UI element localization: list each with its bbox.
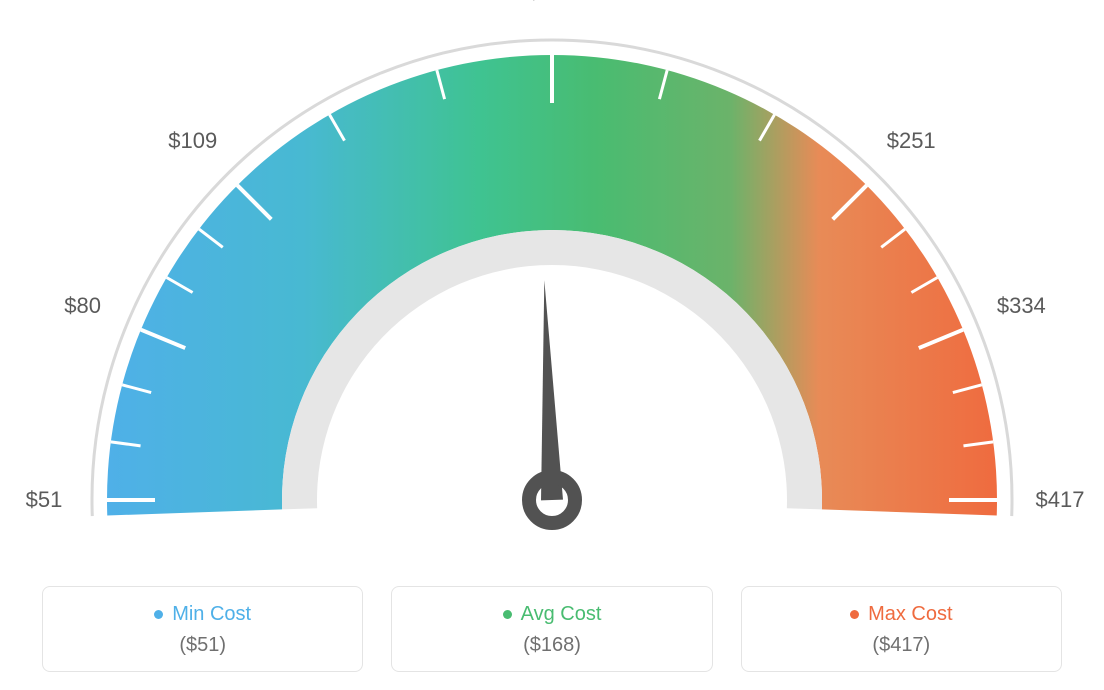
legend-card: Min Cost ($51) <box>42 586 363 672</box>
legend-dot-icon <box>154 610 163 619</box>
gauge-tick-label: $251 <box>887 128 936 154</box>
legend-value: ($51) <box>43 634 362 657</box>
gauge-svg <box>0 0 1104 560</box>
legend-dot-icon <box>503 610 512 619</box>
legend-title-text: Max Cost <box>868 603 952 626</box>
legend-title: Avg Cost <box>503 603 602 626</box>
legend-title-text: Avg Cost <box>521 603 602 626</box>
legend-title-text: Min Cost <box>172 603 251 626</box>
cost-gauge: $51 $80 $109 $168 $251 $334 $417 <box>0 0 1104 560</box>
gauge-tick-label: $109 <box>168 128 217 154</box>
legend-card: Max Cost ($417) <box>741 586 1062 672</box>
legend-value: ($417) <box>742 634 1061 657</box>
gauge-tick-label: $417 <box>1036 487 1085 513</box>
gauge-needle <box>541 280 563 500</box>
gauge-tick-label: $168 <box>528 0 577 5</box>
gauge-tick-label: $51 <box>26 487 63 513</box>
gauge-tick-label: $80 <box>64 293 101 319</box>
legend-title: Min Cost <box>154 603 251 626</box>
legend-row: Min Cost ($51) Avg Cost ($168) Max Cost ($417… <box>42 586 1062 672</box>
gauge-tick-label: $334 <box>997 293 1046 319</box>
legend-title: Max Cost <box>850 603 952 626</box>
legend-value: ($168) <box>392 634 711 657</box>
legend-card: Avg Cost ($168) <box>391 586 712 672</box>
legend-dot-icon <box>850 610 859 619</box>
